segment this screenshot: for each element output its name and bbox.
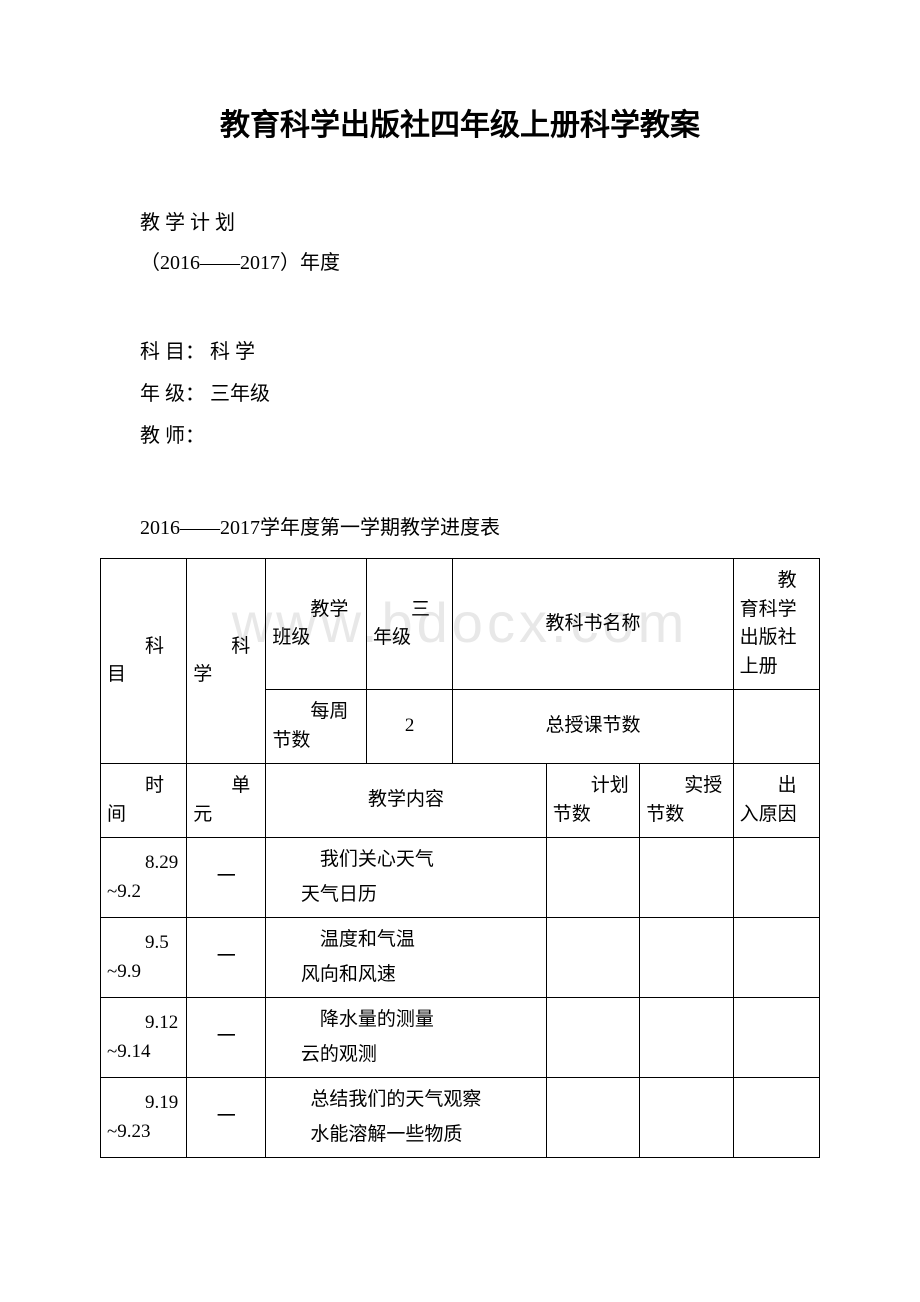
hdr-book-val: 教育科学出版社上册 — [733, 559, 819, 690]
hdr-total-val — [733, 690, 819, 764]
hdr-time: 时间 — [101, 764, 187, 838]
hdr-reason: 出入原因 — [733, 764, 819, 838]
table-row: 8.29~9.2 一 我们关心天气 天气日历 — [101, 838, 820, 918]
row-actual — [640, 998, 733, 1078]
plan-heading: 教 学 计 划 — [100, 204, 820, 242]
hdr-class: 教学班级 — [266, 559, 367, 690]
hdr-actual: 实授节数 — [640, 764, 733, 838]
table-row: 9.19~9.23 一 总结我们的天气观察 水能溶解一些物质 — [101, 1078, 820, 1158]
table-row: 9.5~9.9 一 温度和气温 风向和风速 — [101, 918, 820, 998]
row-time: 9.5~9.9 — [101, 918, 187, 998]
row-unit: 一 — [187, 918, 266, 998]
row-actual — [640, 1078, 733, 1158]
row-content: 温度和气温 风向和风速 — [266, 918, 546, 998]
hdr-subject-val: 科学 — [187, 559, 266, 764]
hdr-subject: 科目 — [101, 559, 187, 764]
row-content: 总结我们的天气观察 水能溶解一些物质 — [266, 1078, 546, 1158]
teacher-label: 教 师： — [140, 425, 205, 447]
row-plan — [546, 918, 639, 998]
row-unit: 一 — [187, 1078, 266, 1158]
info-section: 科 目： 科 学 年 级： 三年级 教 师： — [100, 332, 820, 456]
info-subject: 科 目： 科 学 — [100, 332, 820, 372]
row-reason — [733, 998, 819, 1078]
plan-year: （2016——2017）年度 — [100, 244, 820, 282]
row-content: 降水量的测量 云的观测 — [266, 998, 546, 1078]
row-actual — [640, 918, 733, 998]
row-unit: 一 — [187, 838, 266, 918]
row-plan — [546, 998, 639, 1078]
hdr-weekly: 每周节数 — [266, 690, 367, 764]
plan-section: 教 学 计 划 （2016——2017）年度 — [100, 204, 820, 282]
hdr-book: 教科书名称 — [453, 559, 733, 690]
row-plan — [546, 838, 639, 918]
row-plan — [546, 1078, 639, 1158]
row-time: 9.19~9.23 — [101, 1078, 187, 1158]
hdr-unit: 单元 — [187, 764, 266, 838]
document-title: 教育科学出版社四年级上册科学教案 — [100, 100, 820, 144]
hdr-plan: 计划节数 — [546, 764, 639, 838]
row-reason — [733, 918, 819, 998]
grade-value: 三年级 — [205, 383, 270, 405]
header-row-1: 科目 科学 教学班级 三年级 教科书名称 教育科学出版社上册 — [101, 559, 820, 690]
hdr-total: 总授课节数 — [453, 690, 733, 764]
row-actual — [640, 838, 733, 918]
header-row-3: 时间 单元 教学内容 计划节数 实授节数 出入原因 — [101, 764, 820, 838]
hdr-weekly-val: 2 — [367, 690, 453, 764]
table-caption: 2016——2017学年度第一学期教学进度表 — [100, 511, 820, 540]
row-time: 8.29~9.2 — [101, 838, 187, 918]
subject-value: 科 学 — [205, 341, 255, 363]
schedule-table: 科目 科学 教学班级 三年级 教科书名称 教育科学出版社上册 每周节数 2 总授… — [100, 558, 820, 1158]
row-reason — [733, 1078, 819, 1158]
info-teacher: 教 师： — [100, 416, 820, 456]
subject-label: 科 目： — [140, 341, 205, 363]
row-time: 9.12~9.14 — [101, 998, 187, 1078]
row-reason — [733, 838, 819, 918]
grade-label: 年 级： — [140, 383, 205, 405]
hdr-content: 教学内容 — [266, 764, 546, 838]
hdr-class-val: 三年级 — [367, 559, 453, 690]
info-grade: 年 级： 三年级 — [100, 374, 820, 414]
row-unit: 一 — [187, 998, 266, 1078]
table-row: 9.12~9.14 一 降水量的测量 云的观测 — [101, 998, 820, 1078]
row-content: 我们关心天气 天气日历 — [266, 838, 546, 918]
